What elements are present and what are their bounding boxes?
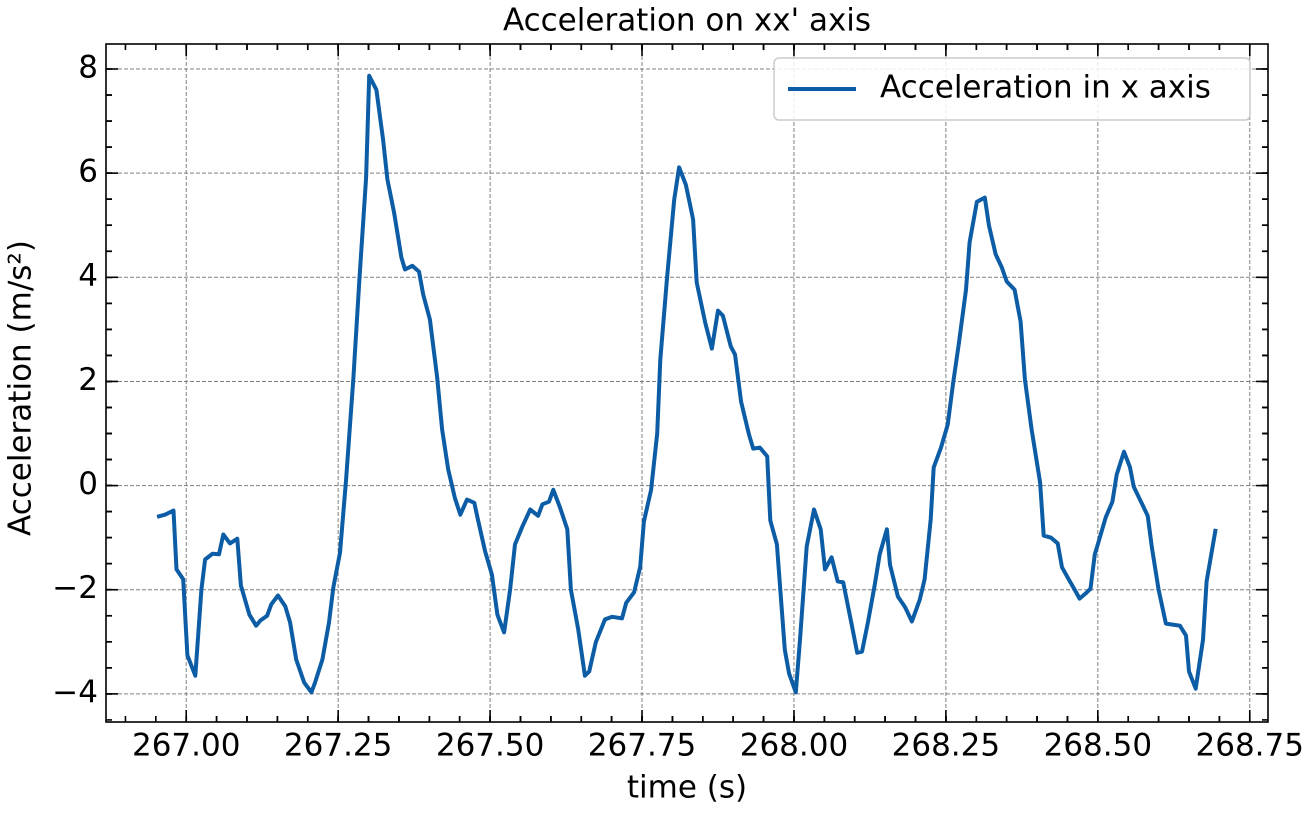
y-tick-label: 6 <box>78 154 98 190</box>
x-tick-label: 268.00 <box>740 728 848 764</box>
chart-title: Acceleration on xx' axis <box>503 3 871 39</box>
x-axis-label: time (s) <box>627 770 747 806</box>
legend: Acceleration in x axis <box>773 57 1251 121</box>
y-tick-label: 2 <box>78 362 98 398</box>
x-tick-label: 268.50 <box>1044 728 1152 764</box>
x-tick-label: 268.75 <box>1196 728 1304 764</box>
plot-frame <box>105 43 1269 723</box>
x-tick-label: 267.25 <box>284 728 392 764</box>
y-tick-label: 4 <box>78 258 98 294</box>
y-tick-label: 0 <box>78 466 98 502</box>
data-line <box>156 73 1218 695</box>
x-tick-label: 267.00 <box>132 728 240 764</box>
x-tick-label: 267.50 <box>436 728 544 764</box>
x-tick-label: 268.25 <box>892 728 1000 764</box>
x-tick-label: 267.75 <box>588 728 696 764</box>
y-tick-label: 8 <box>78 49 98 85</box>
legend-label: Acceleration in x axis <box>880 70 1211 106</box>
y-axis-label: Acceleration (m/s²) <box>3 240 39 536</box>
legend-box <box>773 57 1251 121</box>
y-tick-label: −2 <box>52 570 98 606</box>
y-tick-label: −4 <box>52 674 98 710</box>
